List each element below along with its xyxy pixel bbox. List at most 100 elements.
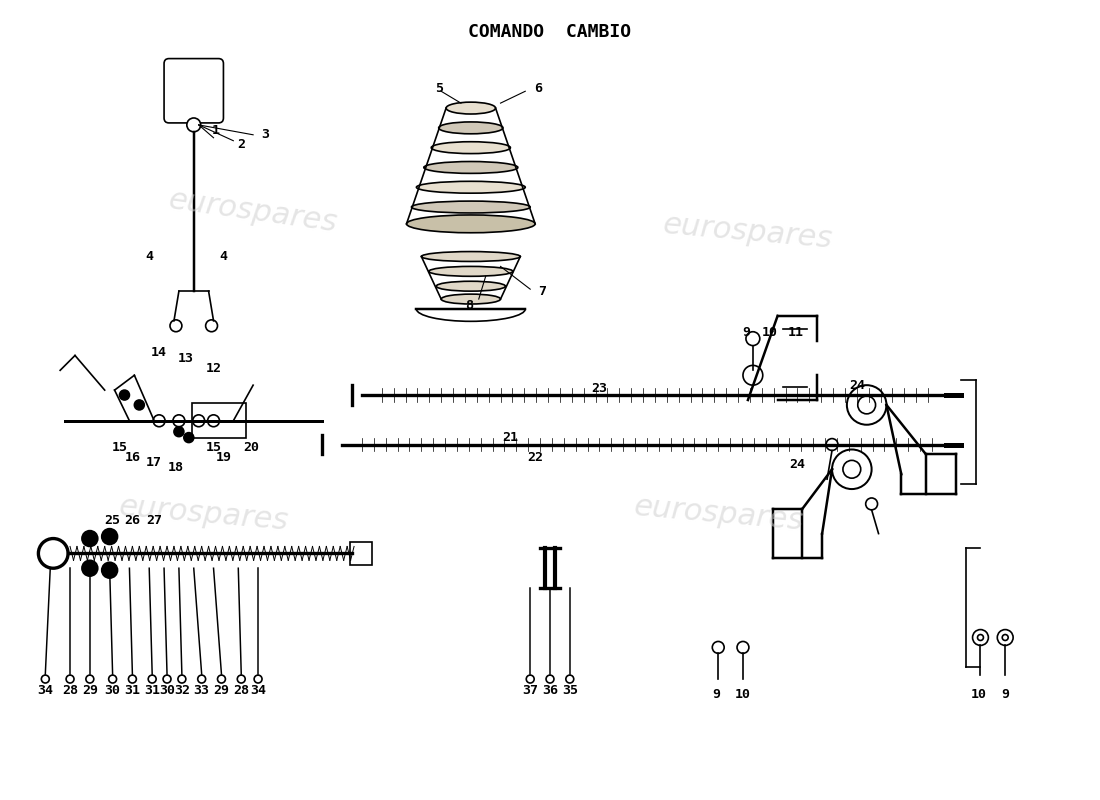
- Circle shape: [86, 675, 94, 683]
- Circle shape: [206, 320, 218, 332]
- Text: 18: 18: [168, 461, 184, 474]
- Circle shape: [972, 630, 989, 646]
- Circle shape: [546, 675, 554, 683]
- Text: 24: 24: [790, 458, 805, 471]
- Circle shape: [742, 366, 762, 385]
- Circle shape: [184, 433, 194, 442]
- Circle shape: [826, 438, 838, 450]
- Text: 13: 13: [178, 352, 194, 365]
- Circle shape: [173, 415, 185, 426]
- Circle shape: [120, 390, 130, 400]
- Text: 32: 32: [174, 685, 190, 698]
- Circle shape: [208, 415, 220, 426]
- Text: 4: 4: [219, 250, 228, 263]
- Text: 34: 34: [250, 685, 266, 698]
- Text: eurospares: eurospares: [662, 210, 834, 254]
- Circle shape: [832, 450, 871, 489]
- Circle shape: [998, 630, 1013, 646]
- Ellipse shape: [411, 201, 530, 213]
- Circle shape: [746, 332, 760, 346]
- Text: 9: 9: [741, 326, 750, 339]
- Text: 15: 15: [206, 441, 221, 454]
- Text: 36: 36: [542, 685, 558, 698]
- Ellipse shape: [424, 162, 518, 174]
- Text: 2: 2: [238, 138, 245, 151]
- Text: 34: 34: [37, 685, 53, 698]
- Text: 31: 31: [144, 685, 161, 698]
- Text: COMANDO  CAMBIO: COMANDO CAMBIO: [469, 23, 631, 41]
- Circle shape: [42, 675, 50, 683]
- Text: 9: 9: [713, 688, 721, 702]
- Text: 6: 6: [535, 82, 542, 94]
- Text: 37: 37: [522, 685, 538, 698]
- Text: 35: 35: [562, 685, 578, 698]
- Circle shape: [170, 320, 182, 332]
- Circle shape: [153, 415, 165, 426]
- Circle shape: [526, 675, 535, 683]
- Circle shape: [198, 675, 206, 683]
- Text: 30: 30: [160, 685, 175, 698]
- Text: eurospares: eurospares: [118, 492, 289, 536]
- Text: 31: 31: [124, 685, 141, 698]
- Text: eurospares: eurospares: [632, 492, 804, 536]
- Text: 9: 9: [1001, 688, 1009, 702]
- Circle shape: [39, 538, 68, 568]
- Circle shape: [129, 675, 136, 683]
- Text: 33: 33: [194, 685, 210, 698]
- Text: 28: 28: [62, 685, 78, 698]
- Text: 27: 27: [146, 514, 162, 527]
- Text: 15: 15: [111, 441, 128, 454]
- Circle shape: [187, 118, 200, 132]
- Text: 20: 20: [243, 441, 260, 454]
- Circle shape: [254, 675, 262, 683]
- Text: 10: 10: [761, 326, 778, 339]
- Ellipse shape: [439, 122, 503, 134]
- Ellipse shape: [437, 282, 506, 291]
- Circle shape: [218, 675, 226, 683]
- Circle shape: [843, 460, 860, 478]
- Circle shape: [66, 675, 74, 683]
- Text: 1: 1: [211, 124, 220, 138]
- Circle shape: [81, 560, 98, 576]
- Text: 10: 10: [970, 688, 987, 702]
- FancyBboxPatch shape: [350, 542, 372, 566]
- Text: 11: 11: [788, 326, 803, 339]
- Text: 23: 23: [592, 382, 607, 394]
- Ellipse shape: [429, 266, 513, 276]
- Circle shape: [174, 426, 184, 437]
- Text: 28: 28: [233, 685, 250, 698]
- FancyBboxPatch shape: [191, 403, 246, 438]
- Text: 12: 12: [206, 362, 221, 375]
- Text: 10: 10: [735, 688, 751, 702]
- Circle shape: [101, 529, 118, 545]
- Text: 14: 14: [151, 346, 167, 359]
- Circle shape: [101, 562, 118, 578]
- Circle shape: [847, 385, 887, 425]
- Text: 24: 24: [849, 378, 865, 392]
- Circle shape: [81, 530, 98, 546]
- Circle shape: [192, 415, 205, 426]
- Text: 5: 5: [436, 82, 443, 94]
- Circle shape: [1002, 634, 1009, 641]
- Text: 29: 29: [213, 685, 230, 698]
- Text: 16: 16: [124, 451, 141, 464]
- Text: 29: 29: [81, 685, 98, 698]
- Text: 3: 3: [261, 128, 270, 142]
- Circle shape: [978, 634, 983, 641]
- Ellipse shape: [447, 102, 496, 114]
- Circle shape: [109, 675, 117, 683]
- Circle shape: [866, 498, 878, 510]
- Circle shape: [858, 396, 876, 414]
- Circle shape: [713, 642, 724, 654]
- Circle shape: [134, 400, 144, 410]
- Text: 8: 8: [465, 299, 473, 313]
- Circle shape: [163, 675, 170, 683]
- Text: 19: 19: [216, 451, 231, 464]
- Text: 7: 7: [538, 285, 546, 298]
- Circle shape: [148, 675, 156, 683]
- Circle shape: [238, 675, 245, 683]
- Circle shape: [565, 675, 574, 683]
- Ellipse shape: [431, 142, 510, 154]
- Circle shape: [737, 642, 749, 654]
- Text: eurospares: eurospares: [167, 186, 340, 238]
